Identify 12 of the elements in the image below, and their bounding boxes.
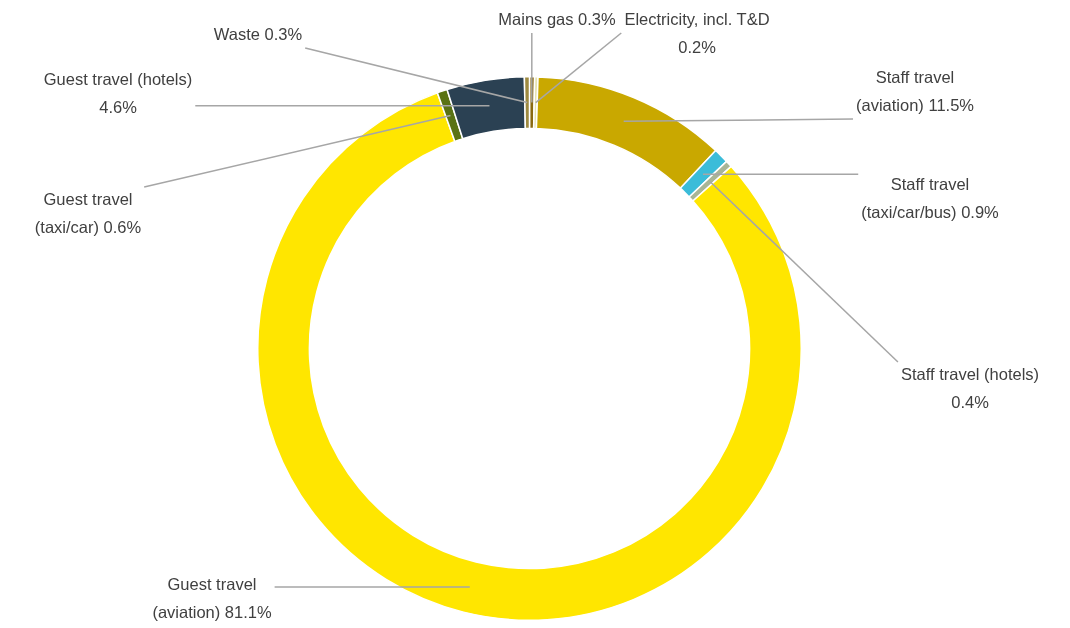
- data-label: 4.6%: [99, 97, 138, 116]
- slice-label: Staff travel (hotels): [900, 364, 1040, 383]
- slice-label: Mains gas 0.3%: [498, 9, 617, 28]
- data-label: 0.4%: [951, 392, 990, 411]
- data-label: 0.2%: [678, 37, 717, 56]
- slice-label: Guest travel (taxi/car) 0.6%: [34, 189, 142, 236]
- slice-label: Guest travel (hotels): [43, 69, 193, 88]
- slice-label: Staff travel (taxi/car/bus) 0.9%: [861, 174, 1000, 221]
- slice-label: Waste 0.3%: [213, 24, 303, 43]
- slice-label: Staff travel (aviation) 11.5%: [855, 67, 975, 114]
- slice-label: Guest travel (aviation) 81.1%: [152, 574, 272, 621]
- slice-label: Electricity, incl. T&D: [624, 9, 770, 28]
